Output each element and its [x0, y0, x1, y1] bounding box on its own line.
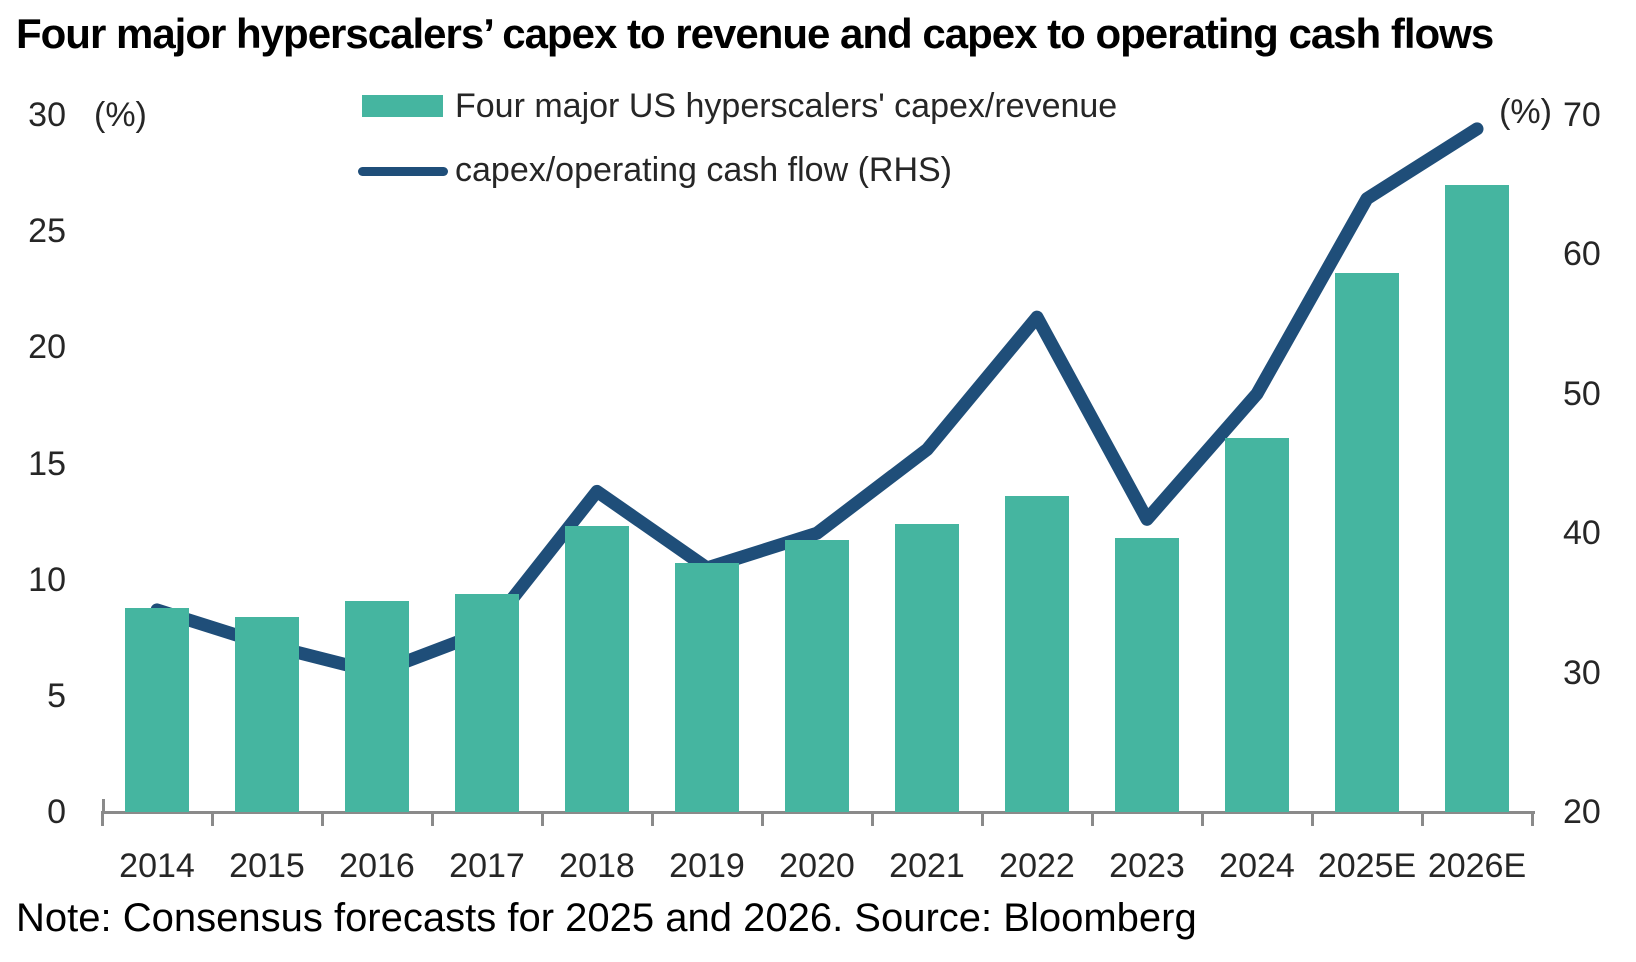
- x-axis-tick-mark: [1421, 811, 1424, 826]
- y-axis-left-tick-20: 20: [28, 328, 66, 367]
- bar-2020: [785, 540, 849, 812]
- legend-bar-swatch: [362, 95, 443, 117]
- y-axis-left-tick-25: 25: [28, 212, 66, 251]
- x-axis-tick-mark: [761, 811, 764, 826]
- y-axis-right-tick-70: 70: [1563, 96, 1601, 134]
- x-axis-label-2022: 2022: [999, 847, 1075, 885]
- y-axis-right-tick-20: 20: [1563, 793, 1601, 831]
- x-axis-label-2019: 2019: [669, 847, 745, 885]
- x-axis-label-2016: 2016: [339, 847, 415, 885]
- x-axis-tick-mark: [1311, 811, 1314, 826]
- x-axis-label-2020: 2020: [779, 847, 855, 885]
- chart-title: Four major hyperscalers’ capex to revenu…: [16, 10, 1494, 57]
- bar-2014: [125, 607, 189, 812]
- x-axis-left-stub: [102, 799, 105, 812]
- x-axis-tick-mark: [1531, 811, 1534, 826]
- x-axis-tick-mark: [1091, 811, 1094, 826]
- y-axis-left-tick-0: 0: [47, 793, 66, 831]
- bar-2022: [1005, 496, 1069, 812]
- x-axis-line: [102, 811, 1535, 814]
- x-axis-label-2017: 2017: [449, 847, 525, 885]
- y-axis-right-tick-40: 40: [1563, 514, 1601, 553]
- x-axis-label-2024: 2024: [1219, 847, 1295, 885]
- legend-line-label: capex/operating cash flow (RHS): [455, 151, 953, 189]
- x-axis-tick-mark: [211, 811, 214, 826]
- y-axis-left-tick-15: 15: [28, 444, 66, 483]
- x-axis-label-2014: 2014: [119, 847, 195, 885]
- x-axis-label-2026E: 2026E: [1427, 847, 1527, 885]
- x-axis-tick-mark: [1201, 811, 1204, 826]
- y-axis-left-tick-5: 5: [47, 676, 66, 715]
- bar-2016: [345, 600, 409, 812]
- legend-bar-label: Four major US hyperscalers' capex/revenu…: [455, 87, 1118, 125]
- y-axis-right-tick-60: 60: [1563, 235, 1601, 274]
- x-axis-label-2015: 2015: [229, 847, 305, 885]
- x-axis-tick-mark: [981, 811, 984, 826]
- right-axis-unit-label: (%): [1499, 93, 1552, 131]
- bar-2021: [895, 523, 959, 812]
- y-axis-left-tick-30: 30: [28, 96, 66, 134]
- x-axis-label-2023: 2023: [1109, 847, 1185, 885]
- bar-2018: [565, 526, 629, 812]
- chart-note: Note: Consensus forecasts for 2025 and 2…: [16, 896, 1197, 940]
- left-axis-unit-label: (%): [94, 96, 147, 134]
- x-axis-tick-mark: [541, 811, 544, 826]
- x-axis-tick-mark: [871, 811, 874, 826]
- x-axis-tick-mark: [101, 811, 104, 826]
- y-axis-left-tick-10: 10: [28, 560, 66, 599]
- y-axis-right-tick-30: 30: [1563, 653, 1601, 692]
- x-axis-tick-mark: [651, 811, 654, 826]
- bar-2024: [1225, 437, 1289, 812]
- x-axis-tick-mark: [431, 811, 434, 826]
- legend-line-swatch: [358, 167, 448, 176]
- x-axis-label-2018: 2018: [559, 847, 635, 885]
- x-axis-tick-mark: [321, 811, 324, 826]
- x-axis-label-2025E: 2025E: [1317, 847, 1417, 885]
- y-axis-right-tick-50: 50: [1563, 374, 1601, 413]
- bar-2025E: [1335, 272, 1399, 812]
- bar-2019: [675, 563, 739, 812]
- bar-2015: [235, 616, 299, 812]
- bar-2017: [455, 593, 519, 812]
- bar-2023: [1115, 537, 1179, 812]
- x-axis-label-2021: 2021: [889, 847, 965, 885]
- bar-2026E: [1445, 184, 1509, 812]
